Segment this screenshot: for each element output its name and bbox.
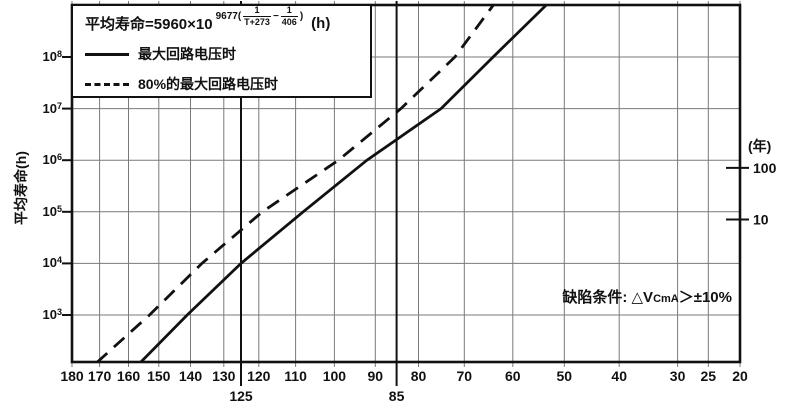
y-tick-label: 107 — [42, 101, 62, 116]
x-tick-label: 150 — [147, 368, 171, 384]
x-tick-label: 25 — [701, 368, 717, 384]
y-tick-label: 108 — [42, 49, 62, 64]
x-tick-label: 80 — [411, 368, 427, 384]
x-tick-label: 170 — [88, 368, 112, 384]
x-tick-label: 30 — [670, 368, 686, 384]
x-subtick-label: 85 — [389, 388, 405, 404]
x-tick-label: 50 — [557, 368, 573, 384]
legend-entries: 最大回路电压时 80%的最大回路电压时 — [85, 44, 362, 94]
x-tick-label: 60 — [505, 368, 521, 384]
x-subtick-label: 125 — [229, 388, 253, 404]
x-tick-label: 90 — [368, 368, 384, 384]
failure-condition-note: 缺陷条件: △VCmA＞±10% — [562, 289, 732, 306]
legend-entry: 最大回路电压时 — [85, 44, 362, 64]
legend-label: 80%的最大回路电压时 — [138, 76, 279, 92]
x-tick-label: 40 — [611, 368, 627, 384]
legend-label: 最大回路电压时 — [138, 46, 236, 62]
right-axis-title: (年) — [748, 138, 772, 154]
year-tick-label: 10 — [753, 212, 769, 228]
y-tick-label: 103 — [42, 307, 62, 322]
x-tick-label: 100 — [323, 368, 347, 384]
plot-border — [70, 3, 742, 364]
x-tick-label: 140 — [179, 368, 203, 384]
y-axis-title: 平均寿命(h) — [13, 151, 29, 225]
x-tick-label: 130 — [212, 368, 236, 384]
y-tick-label: 105 — [42, 204, 62, 219]
lifetime-formula: 平均寿命=5960×10 9677(1 T+273−1 406) (h) — [85, 6, 362, 34]
year-tick-label: 100 — [753, 160, 777, 176]
legend-dashed-line-sample — [85, 82, 129, 86]
series-solid — [139, 5, 547, 362]
x-tick-label: 20 — [732, 368, 748, 384]
x-tick-label: 110 — [284, 368, 307, 384]
x-tick-label: 160 — [117, 368, 141, 384]
legend-solid-line-sample — [85, 52, 129, 56]
formula-prefix: 平均寿命=5960×10 — [85, 16, 213, 33]
x-tick-label: 120 — [247, 368, 271, 384]
formula-fraction-1: 1 T+273 — [243, 5, 271, 27]
formula-fraction-2: 1 406 — [280, 5, 298, 27]
formula-exponent: 9677(1 T+273−1 406) — [215, 5, 304, 27]
x-tick-label: 180 — [60, 368, 84, 384]
x-tick-label: 70 — [457, 368, 473, 384]
y-tick-label: 106 — [42, 152, 62, 167]
y-tick-label: 104 — [42, 255, 62, 270]
legend-box: 平均寿命=5960×10 9677(1 T+273−1 406) (h) 最大回路电压… — [71, 4, 372, 98]
formula-unit: (h) — [311, 15, 331, 32]
legend-entry: 80%的最大回路电压时 — [85, 74, 362, 94]
annotation-subscript: CmA — [653, 293, 679, 305]
